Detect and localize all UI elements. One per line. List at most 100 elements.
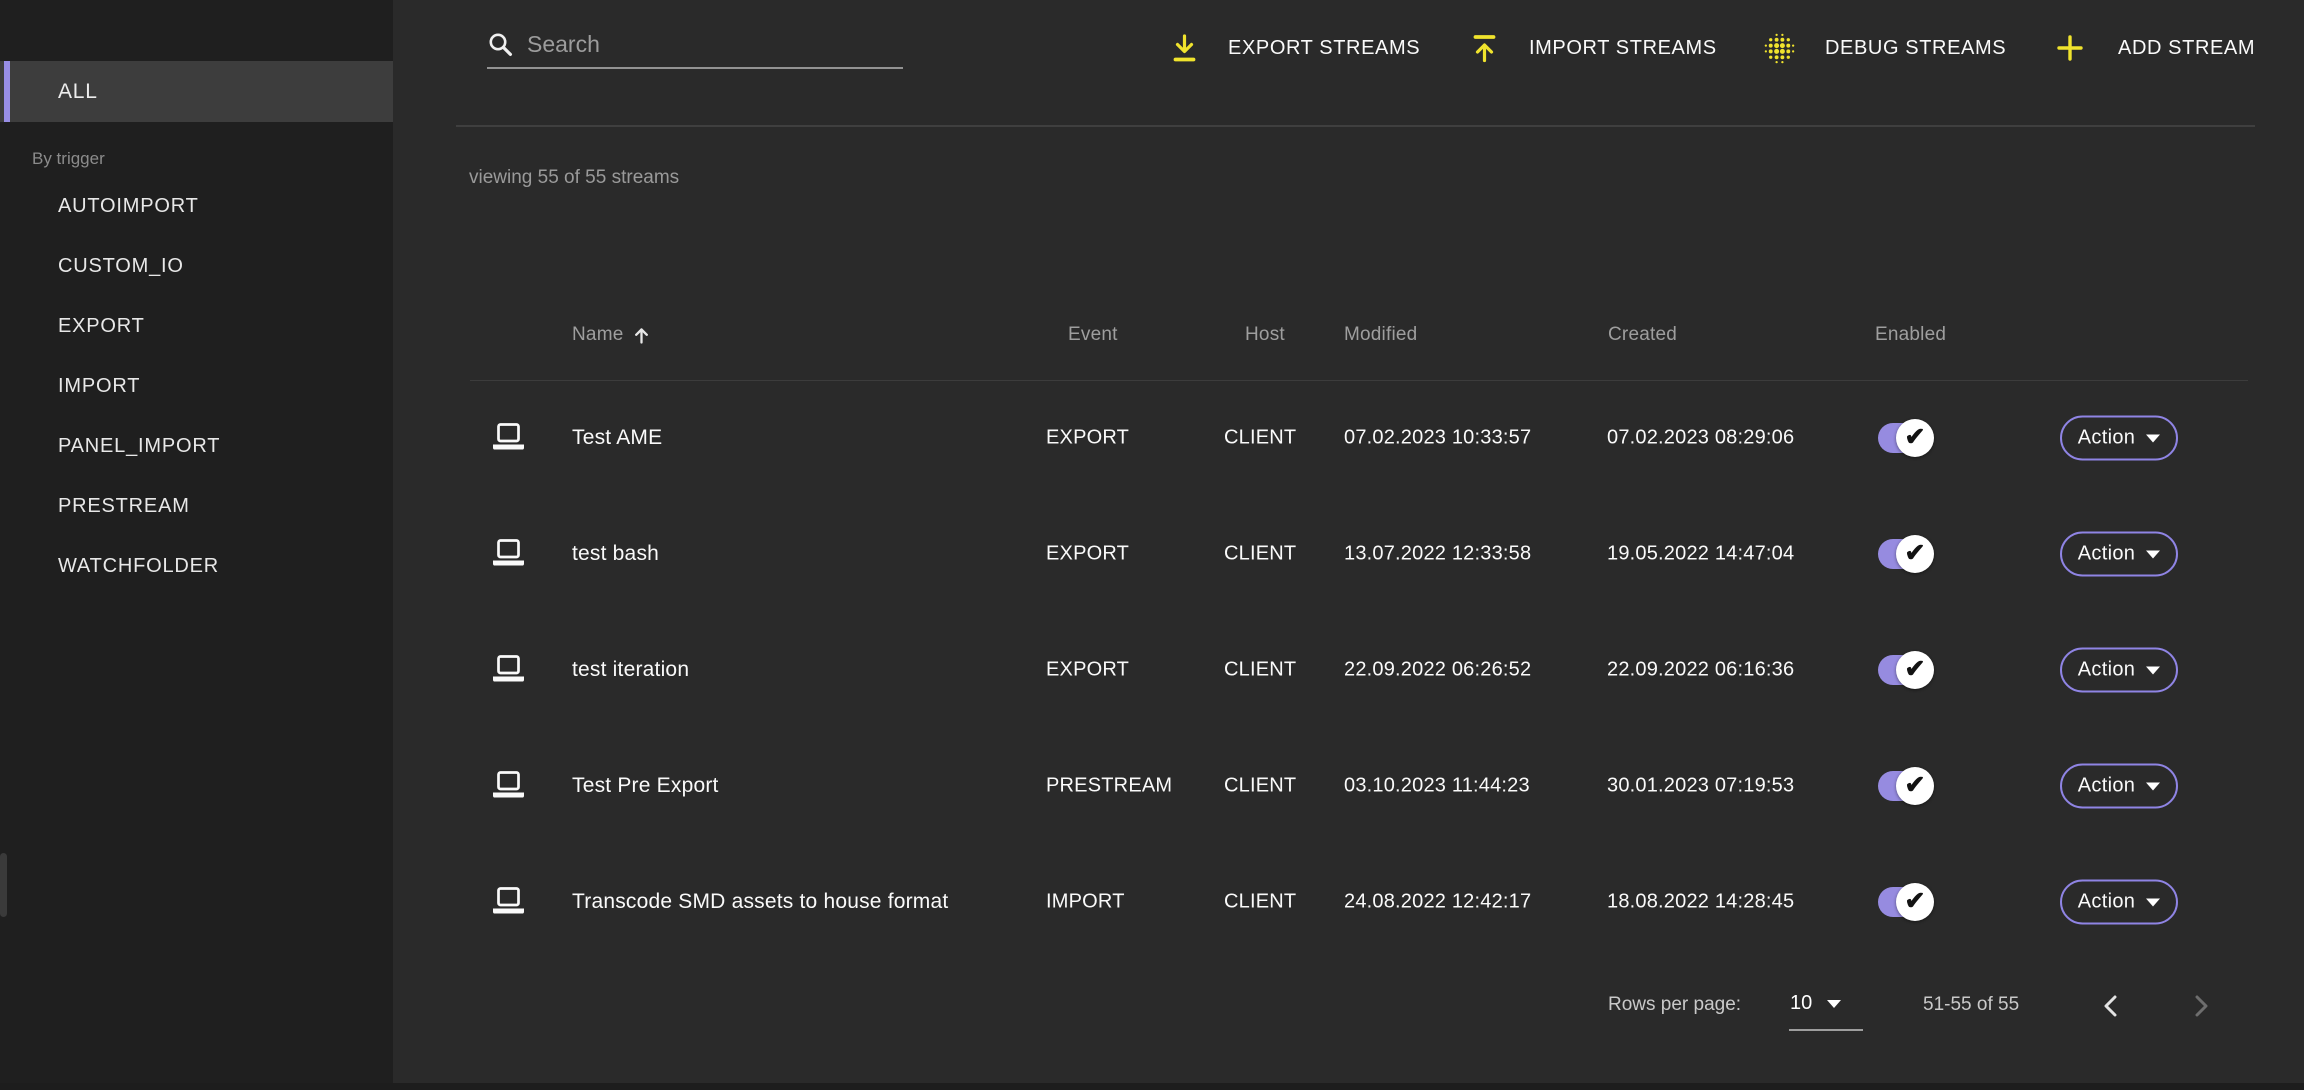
top-divider xyxy=(456,125,2255,127)
stream-event: EXPORT xyxy=(1046,542,1130,565)
table-row: Transcode SMD assets to house format IMP… xyxy=(0,844,2304,960)
check-icon: ✔ xyxy=(1904,770,1926,799)
sidebar-item[interactable]: PANEL_IMPORT xyxy=(0,416,393,476)
stream-event: PRESTREAM xyxy=(1046,774,1173,797)
stream-modified: 13.07.2022 12:33:58 xyxy=(1344,542,1532,565)
stream-event: EXPORT xyxy=(1046,426,1130,449)
table-body: Test AME EXPORT CLIENT 07.02.2023 10:33:… xyxy=(0,380,2304,960)
export-streams-button[interactable]: EXPORT STREAMS xyxy=(1171,27,1420,69)
table-row: Test AME EXPORT CLIENT 07.02.2023 10:33:… xyxy=(0,380,2304,496)
chevron-right-icon xyxy=(2184,990,2216,1022)
action-button[interactable]: Action xyxy=(2060,763,2178,809)
enabled-toggle[interactable]: ✔ xyxy=(1878,419,1934,457)
action-button[interactable]: Action xyxy=(2060,879,2178,925)
check-icon: ✔ xyxy=(1904,886,1926,915)
viewing-status-text: viewing 55 of 55 streams xyxy=(469,167,680,188)
header-divider xyxy=(470,380,2248,381)
stream-name: test bash xyxy=(572,542,660,565)
sidebar: ALL By trigger AUTOIMPORT CUSTOM_IO EXPO… xyxy=(0,0,393,1090)
previous-page-button[interactable] xyxy=(2092,986,2132,1026)
chevron-down-icon xyxy=(2146,666,2161,674)
action-button[interactable]: Action xyxy=(2060,647,2178,693)
check-icon: ✔ xyxy=(1904,538,1926,567)
add-stream-label: ADD STREAM xyxy=(2118,36,2256,59)
stream-modified: 24.08.2022 12:42:17 xyxy=(1344,890,1532,913)
toggle-thumb: ✔ xyxy=(1896,535,1934,573)
stream-modified: 07.02.2023 10:33:57 xyxy=(1344,426,1532,449)
sidebar-item[interactable]: CUSTOM_IO xyxy=(0,236,393,296)
chevron-down-icon xyxy=(2146,782,2161,790)
sidebar-item-label: PRESTREAM xyxy=(58,494,190,517)
computer-icon xyxy=(490,539,527,570)
computer-icon xyxy=(490,771,527,802)
stream-name: Test Pre Export xyxy=(572,774,719,797)
enabled-toggle[interactable]: ✔ xyxy=(1878,651,1934,689)
column-header-name[interactable]: Name xyxy=(572,324,651,346)
action-button[interactable]: Action xyxy=(2060,415,2178,461)
toggle-thumb: ✔ xyxy=(1896,419,1934,457)
stream-event: EXPORT xyxy=(1046,658,1130,681)
sidebar-section-label: By trigger xyxy=(32,149,105,168)
select-underline xyxy=(1789,1029,1863,1031)
table-row: test iteration EXPORT CLIENT 22.09.2022 … xyxy=(0,612,2304,728)
chevron-down-icon xyxy=(2146,550,2161,558)
stream-created: 19.05.2022 14:47:04 xyxy=(1607,542,1795,565)
sidebar-item-all-selected[interactable]: ALL xyxy=(0,61,393,122)
sidebar-item[interactable]: PRESTREAM xyxy=(0,476,393,536)
upload-icon xyxy=(1471,33,1498,64)
sidebar-item-label: IMPORT xyxy=(58,374,141,397)
rows-per-page-select[interactable]: 10 xyxy=(1790,992,1842,1015)
column-header-name-label: Name xyxy=(572,324,624,345)
stream-modified: 03.10.2023 11:44:23 xyxy=(1344,774,1530,797)
debug-streams-button[interactable]: DEBUG STREAMS xyxy=(1764,27,2006,69)
stream-created: 18.08.2022 14:28:45 xyxy=(1607,890,1795,913)
stream-created: 07.02.2023 08:29:06 xyxy=(1607,426,1795,449)
action-button[interactable]: Action xyxy=(2060,531,2178,577)
chevron-down-icon xyxy=(2146,898,2161,906)
selected-indicator-bar xyxy=(4,61,10,122)
sidebar-item[interactable]: IMPORT xyxy=(0,356,393,416)
plus-icon xyxy=(2055,33,2085,63)
column-header-host[interactable]: Host xyxy=(1245,324,1285,345)
stream-created: 30.01.2023 07:19:53 xyxy=(1607,774,1795,797)
blur-dots-icon xyxy=(1764,33,1795,64)
add-stream-button[interactable]: ADD STREAM xyxy=(2055,27,2255,69)
action-button-label: Action xyxy=(2077,658,2136,681)
stream-event: IMPORT xyxy=(1046,890,1125,913)
computer-icon xyxy=(490,887,527,918)
sidebar-scrollbar-thumb[interactable] xyxy=(0,853,7,917)
stream-host: CLIENT xyxy=(1224,890,1297,913)
computer-icon xyxy=(490,423,527,454)
next-page-button[interactable] xyxy=(2180,986,2220,1026)
export-streams-label: EXPORT STREAMS xyxy=(1228,36,1421,59)
sidebar-items: AUTOIMPORT CUSTOM_IO EXPORT IMPORT PANEL… xyxy=(0,176,393,596)
column-header-created[interactable]: Created xyxy=(1608,324,1677,345)
sidebar-item-label: CUSTOM_IO xyxy=(58,254,184,277)
search-field xyxy=(487,22,903,69)
column-header-event[interactable]: Event xyxy=(1068,324,1118,345)
search-icon xyxy=(487,31,514,58)
enabled-toggle[interactable]: ✔ xyxy=(1878,535,1934,573)
enabled-toggle[interactable]: ✔ xyxy=(1878,883,1934,921)
enabled-toggle[interactable]: ✔ xyxy=(1878,767,1934,805)
column-header-enabled[interactable]: Enabled xyxy=(1875,324,1947,345)
download-icon xyxy=(1171,33,1198,64)
sidebar-item[interactable]: WATCHFOLDER xyxy=(0,536,393,596)
import-streams-button[interactable]: IMPORT STREAMS xyxy=(1471,27,1717,69)
stream-modified: 22.09.2022 06:26:52 xyxy=(1344,658,1532,681)
pagination-range: 51-55 of 55 xyxy=(1923,994,2020,1015)
search-input[interactable] xyxy=(527,31,903,58)
action-button-label: Action xyxy=(2077,774,2136,797)
sidebar-item[interactable]: AUTOIMPORT xyxy=(0,176,393,236)
sidebar-item-label: AUTOIMPORT xyxy=(58,194,199,217)
sidebar-item[interactable]: EXPORT xyxy=(0,296,393,356)
action-button-label: Action xyxy=(2077,426,2136,449)
toggle-thumb: ✔ xyxy=(1896,767,1934,805)
toggle-thumb: ✔ xyxy=(1896,651,1934,689)
stream-host: CLIENT xyxy=(1224,658,1297,681)
stream-name: test iteration xyxy=(572,658,690,681)
table-row: Test Pre Export PRESTREAM CLIENT 03.10.2… xyxy=(0,728,2304,844)
stream-created: 22.09.2022 06:16:36 xyxy=(1607,658,1795,681)
sort-ascending-icon xyxy=(632,326,651,345)
column-header-modified[interactable]: Modified xyxy=(1344,324,1418,345)
